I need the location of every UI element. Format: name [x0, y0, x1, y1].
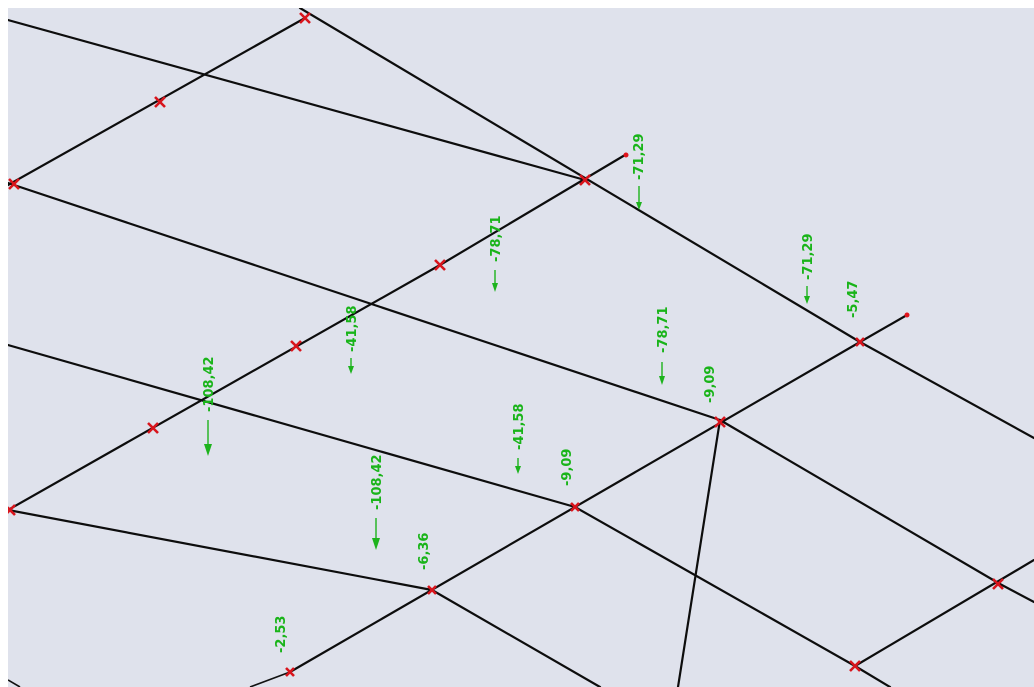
node-x[interactable] — [285, 667, 295, 677]
node-x[interactable] — [579, 174, 591, 186]
beam-row-4[interactable] — [8, 508, 434, 592]
structure-diagram[interactable]: -71,29 -78,71 -71,29 -5,47 -41,58 -78,71… — [8, 8, 1034, 687]
load-arrow[interactable] — [204, 420, 212, 456]
load-label[interactable]: -108,42 — [370, 454, 385, 510]
end-node[interactable] — [904, 312, 910, 318]
beam-row-4-ext[interactable] — [430, 588, 602, 687]
load-arrow[interactable] — [636, 186, 642, 210]
node-x[interactable] — [147, 422, 159, 434]
load-arrow[interactable] — [372, 518, 380, 550]
load-arrow[interactable] — [348, 358, 354, 374]
node-x[interactable] — [299, 12, 311, 24]
drawing-area[interactable]: -71,29 -78,71 -71,29 -5,47 -41,58 -78,71… — [8, 8, 1034, 687]
load-arrow[interactable] — [804, 286, 810, 304]
girder-d[interactable] — [853, 558, 1034, 668]
beam-row-0-ext[interactable] — [858, 340, 1034, 440]
node-x[interactable] — [849, 660, 861, 672]
beam-row-2-ext[interactable] — [718, 418, 1002, 586]
load-label[interactable]: -5,47 — [846, 281, 861, 318]
load-arrows — [204, 186, 810, 550]
nodes — [8, 12, 1004, 677]
node-x[interactable] — [290, 340, 302, 352]
load-label[interactable]: -9,09 — [703, 366, 718, 403]
node-x[interactable] — [855, 337, 865, 347]
beam-row-1[interactable] — [8, 18, 587, 182]
node-x[interactable] — [434, 259, 446, 271]
load-label[interactable]: -41,58 — [512, 403, 527, 450]
strut[interactable] — [676, 418, 722, 687]
load-label[interactable]: -41,58 — [345, 305, 360, 352]
load-arrow[interactable] — [492, 270, 498, 292]
load-labels: -71,29 -78,71 -71,29 -5,47 -41,58 -78,71… — [202, 133, 861, 653]
beam-row-2[interactable] — [8, 181, 722, 422]
load-arrow[interactable] — [659, 362, 665, 385]
node-x[interactable] — [714, 416, 726, 428]
node-x[interactable] — [992, 578, 1004, 590]
load-label[interactable]: -2,53 — [274, 616, 289, 653]
girder-b[interactable] — [8, 263, 442, 512]
node-x[interactable] — [8, 178, 20, 190]
load-label[interactable]: -78,71 — [656, 306, 671, 353]
load-label[interactable]: -108,42 — [202, 356, 217, 412]
beam-row-2-ext2[interactable] — [998, 582, 1034, 604]
load-arrow[interactable] — [515, 458, 521, 474]
beam-row-5[interactable] — [8, 679, 21, 687]
end-node[interactable] — [623, 152, 629, 158]
load-label[interactable]: -9,09 — [560, 449, 575, 486]
load-label[interactable]: -71,29 — [801, 233, 816, 280]
load-label[interactable]: -78,71 — [489, 215, 504, 262]
girder-c2[interactable] — [858, 313, 909, 344]
node-x[interactable] — [427, 585, 437, 595]
girder-a[interactable] — [8, 16, 307, 187]
beam-row-3-ext2[interactable] — [853, 664, 892, 687]
node-x[interactable] — [154, 96, 166, 108]
node-x[interactable] — [8, 504, 16, 516]
beam-row-3-ext[interactable] — [573, 505, 857, 668]
load-label[interactable]: -6,36 — [417, 533, 432, 570]
girder-b2[interactable] — [438, 153, 627, 267]
girder-e[interactable] — [249, 671, 291, 687]
beam-row-3[interactable] — [8, 343, 577, 509]
node-x[interactable] — [570, 502, 580, 512]
load-label[interactable]: -71,29 — [632, 133, 647, 180]
